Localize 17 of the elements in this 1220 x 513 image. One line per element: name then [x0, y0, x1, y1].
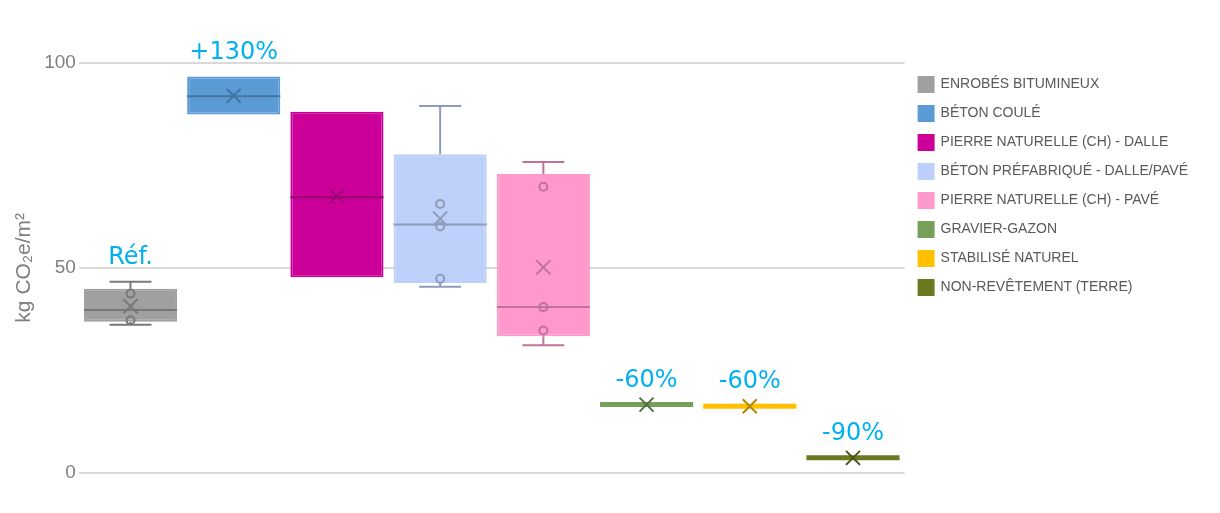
legend-label: BÉTON COULÉ: [940, 104, 1041, 121]
legend-label: PIERRE NATURELLE (CH) - DALLE: [940, 133, 1169, 150]
legend-label: BÉTON PRÉFABRIQUÉ - DALLE/PAVÉ: [940, 162, 1188, 179]
y-axis-title: kg CO₂e/m²: [11, 212, 35, 323]
text: -60%: [718, 366, 781, 395]
legend-label: PIERRE NATURELLE (CH) - PAVÉ: [940, 191, 1160, 208]
y-tick-label: 100: [44, 51, 76, 73]
text: -60%: [615, 364, 678, 393]
legend-label: STABILISÉ NATUREL: [940, 249, 1079, 266]
y-tick-label: 50: [54, 256, 76, 278]
text: -90%: [821, 418, 884, 447]
legend-label: NON-REVÊTEMENT (TERRE): [940, 278, 1133, 295]
y-tick-label: 0: [65, 460, 76, 482]
legend-label: ENROBÉS BITUMINEUX: [940, 75, 1100, 92]
text: Réf.: [108, 241, 153, 270]
text: +130%: [189, 36, 279, 65]
legend-label: GRAVIER-GAZON: [940, 220, 1058, 237]
